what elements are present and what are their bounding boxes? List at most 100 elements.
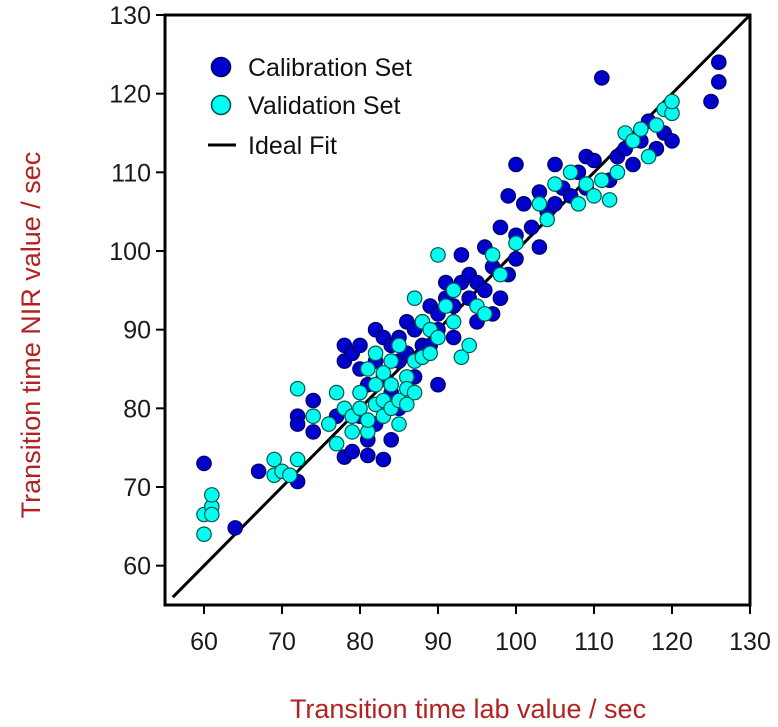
validation-point [359, 361, 376, 377]
validation-point [461, 337, 477, 354]
validation-point [609, 164, 626, 181]
validation-point [508, 235, 524, 251]
legend-label-calibration: Calibration Set [248, 54, 412, 82]
calibration-point [375, 451, 392, 468]
validation-point [328, 435, 345, 452]
validation-point [445, 313, 462, 330]
ideal-fit-line [171, 13, 752, 599]
calibration-point [250, 463, 267, 480]
calibration-point [476, 282, 493, 299]
calibration-point [492, 290, 509, 306]
validation-point [289, 451, 306, 468]
calibration-point [625, 156, 641, 173]
calibration-point [196, 455, 212, 472]
validation-point [601, 192, 618, 208]
validation-point [406, 290, 423, 306]
y-tick-label: 110 [111, 159, 151, 187]
calibration-point [453, 247, 470, 263]
validation-point [383, 353, 399, 369]
calibration-point [344, 443, 360, 460]
calibration-point [445, 329, 462, 346]
validation-point [398, 396, 415, 413]
validation-point [344, 424, 360, 440]
calibration-point [383, 431, 399, 448]
validation-point [320, 416, 337, 432]
calibration-point [593, 70, 610, 86]
calibration-point [586, 152, 602, 169]
y-tick-label: 120 [109, 81, 151, 109]
calibration-point [508, 251, 524, 267]
calibration-point [500, 188, 516, 204]
x-tick-label: 70 [268, 628, 296, 656]
calibration-point [305, 392, 321, 409]
x-tick-label: 120 [651, 628, 693, 656]
validation-point [204, 487, 220, 503]
x-tick-label: 60 [190, 628, 218, 656]
validation-point [445, 282, 462, 299]
plot-area [163, 13, 752, 607]
calibration-point [710, 74, 727, 90]
validation-point [196, 526, 212, 542]
x-tick-label: 100 [495, 628, 537, 656]
validation-point [289, 380, 306, 397]
validation-point [586, 188, 602, 204]
ideal-fit-line-group [171, 13, 752, 599]
legend-marker-validation [210, 94, 232, 116]
x-tick-label: 130 [729, 628, 771, 656]
x-tick-label: 80 [346, 628, 374, 656]
validation-point [430, 329, 446, 346]
x-tick-label: 90 [424, 628, 452, 656]
validation-point [625, 133, 641, 149]
calibration-point [508, 156, 524, 173]
validation-point [531, 196, 548, 212]
calibration-point [352, 337, 368, 354]
validation-point [476, 306, 493, 322]
validation-point [383, 376, 399, 393]
validation-point [664, 93, 680, 110]
validation-point [367, 376, 384, 393]
validation-point [640, 148, 657, 165]
validation-point [570, 196, 587, 212]
legend-label-validation: Validation Set [248, 92, 400, 120]
y-tick-label: 60 [123, 553, 151, 581]
validation-point [648, 117, 665, 133]
calibration-point [359, 447, 376, 464]
legend-marker-calibration [210, 56, 232, 78]
calibration-point [531, 239, 548, 255]
calibration-point [703, 93, 719, 110]
validation-point [204, 506, 220, 523]
y-tick-label: 100 [109, 238, 151, 266]
validation-point [578, 176, 594, 192]
validation-point [305, 408, 321, 424]
validation-point [422, 345, 438, 362]
calibration-point [492, 219, 509, 236]
calibration-point [547, 196, 563, 212]
x-axis-title: Transition time lab value / sec [290, 694, 646, 724]
validation-point [352, 384, 368, 401]
validation-point [547, 176, 563, 192]
calibration-point [305, 424, 321, 440]
calibration-point [523, 219, 540, 236]
validation-point [406, 384, 423, 401]
calibration-point [289, 416, 306, 432]
legend-label-ideal-fit: Ideal Fit [248, 132, 337, 160]
calibration-point [515, 196, 532, 212]
validation-point [266, 451, 282, 468]
validation-point [281, 467, 298, 483]
y-axis-title: Transition time NIR value / sec [16, 152, 46, 519]
validation-point [375, 365, 392, 381]
y-tick-label: 130 [109, 2, 151, 30]
legend: Calibration Set Validation Set Ideal Fit [208, 54, 412, 160]
validation-point [430, 247, 446, 263]
calibration-point [710, 54, 727, 70]
y-axis: 60 70 80 90 100 110 120 130 [109, 2, 165, 581]
validation-point [352, 400, 368, 417]
validation-point [492, 266, 509, 283]
y-tick-label: 80 [123, 395, 151, 423]
x-axis: 60 70 80 90 100 110 120 130 [190, 605, 771, 656]
validation-point [453, 349, 470, 365]
y-tick-label: 70 [123, 474, 151, 502]
validation-point [632, 121, 649, 137]
validation-point [593, 172, 610, 188]
